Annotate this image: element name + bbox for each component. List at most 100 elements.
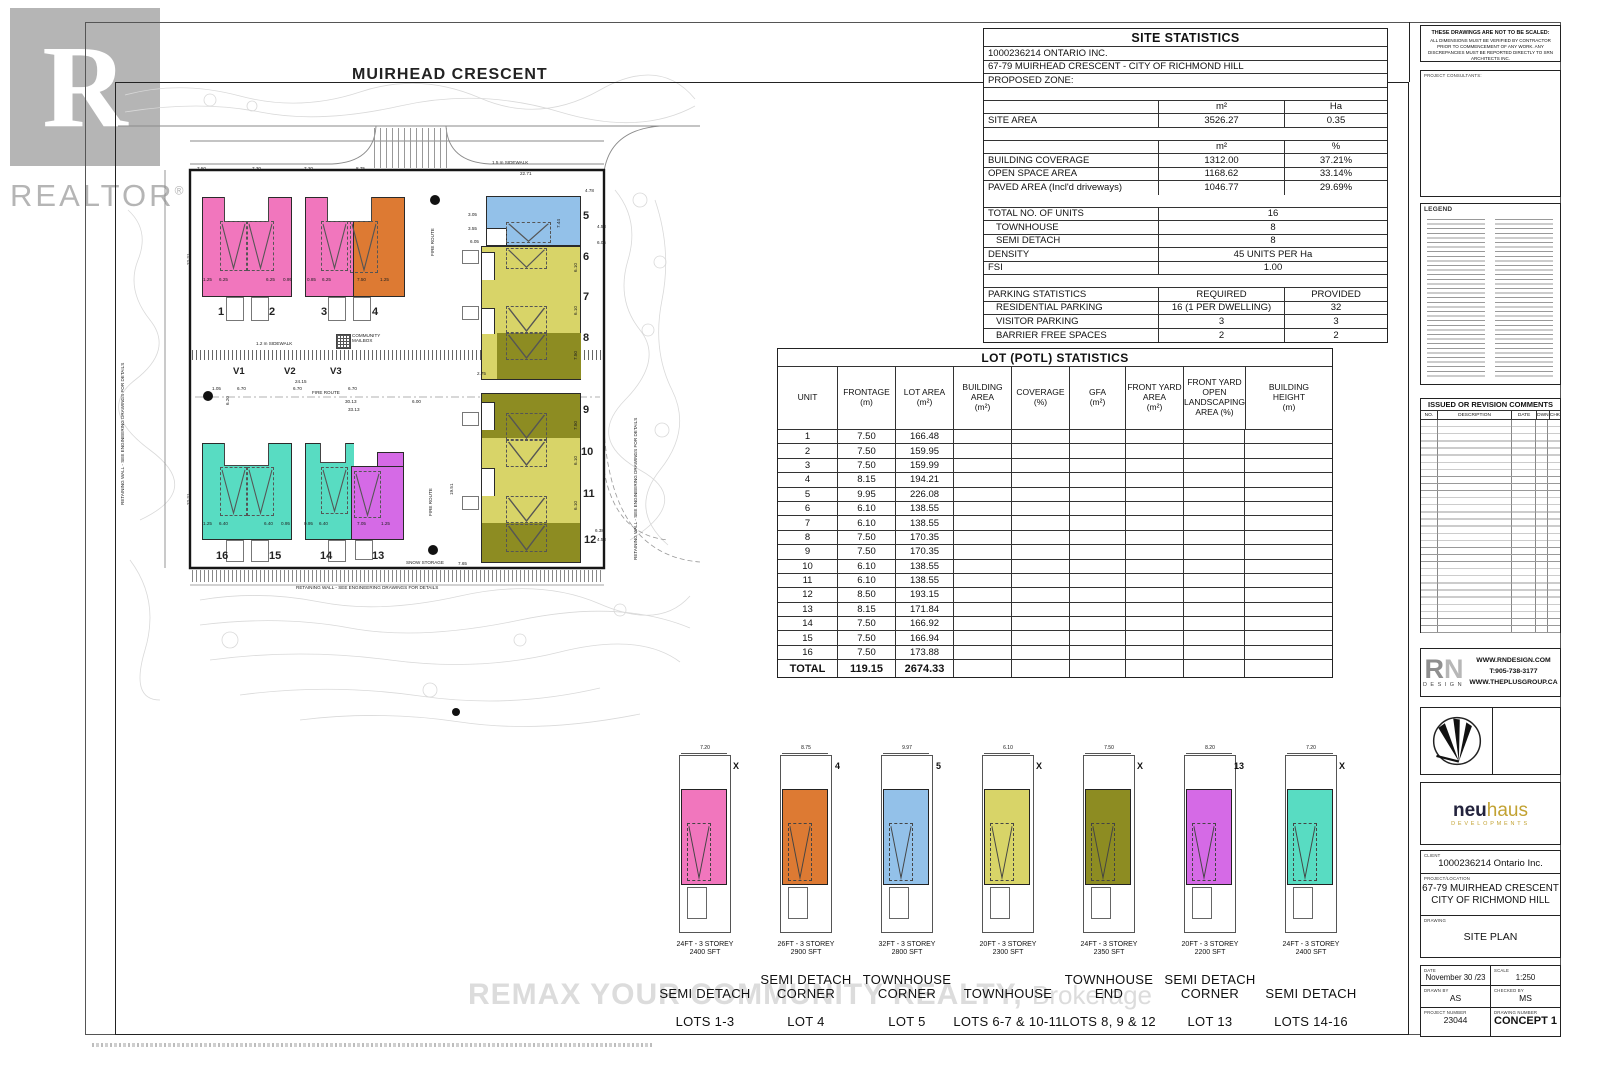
dim: 7.20 (304, 166, 313, 171)
rn-design-logo-icon: RN DESIGN (1422, 654, 1466, 688)
driveway (1192, 887, 1212, 919)
lot-total-row: TOTAL 119.15 2674.33 (778, 660, 1332, 678)
legend-entries-right (1495, 219, 1553, 377)
lot-row: 12 8.50 193.15 (778, 588, 1332, 603)
rn-design-box: RN DESIGN WWW.RNDESIGN.COM T:905-738-317… (1420, 648, 1561, 697)
legend-box: LEGEND (1420, 203, 1561, 385)
location-line1: 67-79 MUIRHEAD CRESCENT (1422, 883, 1559, 894)
dim: 6.25 (266, 277, 275, 282)
scale-label: SCALE (1494, 968, 1510, 973)
dim: 8.75 (801, 745, 811, 751)
lot-diagram: 9.97 5 32FT - 3 STOREY 2800 SFT TOWNHOUS… (859, 745, 955, 1029)
lot-row: 5 9.95 226.08 (778, 487, 1332, 502)
driveway (889, 887, 909, 919)
garage-outline (506, 413, 547, 440)
lot-statistics-table: LOT (POTL) STATISTICS UNIT FRONTAGE (m) … (777, 348, 1333, 679)
garage-outline (321, 221, 348, 271)
building-footprint (984, 789, 1030, 885)
garage-outline (1192, 823, 1216, 881)
sidewalk-label: 1.5 m SIDEWALK (492, 160, 529, 165)
lot-row: 8 7.50 170.35 (778, 530, 1332, 546)
porch (462, 250, 479, 264)
dim: 3.55 (468, 226, 477, 231)
dim: 7.65 (458, 561, 467, 566)
driveway (226, 540, 244, 562)
lot-statistics-title: LOT (POTL) STATISTICS (778, 349, 1332, 367)
dim: 7.20 (700, 745, 710, 751)
street-name: MUIRHEAD CRESCENT (352, 66, 548, 83)
unit-spec: 32FT - 3 STOREY 2800 SFT (878, 941, 936, 957)
driveway (353, 297, 371, 321)
legend-title: LEGEND (1424, 206, 1453, 213)
lot-number: 14 (320, 550, 333, 562)
total-units-value: 16 (1267, 208, 1279, 220)
dim: 6.05 (470, 239, 479, 244)
scale-value: 1:250 (1515, 973, 1536, 982)
unit-spec: 26FT - 3 STOREY 2900 SFT (777, 941, 835, 957)
garage-outline (354, 471, 381, 518)
unit-header: % (1331, 141, 1341, 153)
building-step-cut (482, 252, 495, 280)
neuhaus-logo: neuhaus DEVELOPMENTS (1451, 799, 1530, 827)
revision-empty-rows (1421, 420, 1560, 633)
garage-outline (1091, 823, 1115, 881)
garage-outline (889, 823, 913, 881)
dim: 1.05 (212, 386, 221, 391)
garage-outline (220, 221, 247, 271)
lot-number: 15 (269, 550, 282, 562)
lot-row: 7 6.10 138.55 (778, 516, 1332, 531)
driveway (355, 540, 373, 560)
lot-row: 15 7.50 166.94 (778, 631, 1332, 646)
building-footprint (883, 789, 929, 885)
lot-number: 11 (583, 488, 595, 500)
community-mailbox-label: COMMUNITY MAILBOX (352, 333, 381, 343)
north-arrow-box (1420, 707, 1561, 775)
unit-lots: LOT 4 (787, 1013, 825, 1029)
lot-number: 4 (372, 306, 379, 318)
lot-number: 8 (583, 332, 590, 344)
dim: 1.25 (203, 521, 212, 526)
driveway (1293, 887, 1313, 919)
building-lot-13-step (377, 452, 404, 467)
lot-row: 10 6.10 138.55 (778, 559, 1332, 574)
unit-lots: LOT 5 (888, 1013, 926, 1029)
lot-number: 6 (583, 251, 590, 263)
driveway (226, 297, 244, 321)
dim: 0.95 (281, 521, 290, 526)
lot-row: 3 7.50 159.99 (778, 458, 1332, 474)
porch (462, 306, 479, 320)
site-area-label: SITE AREA (984, 114, 1159, 127)
sidewalk-label: 1.2 m SIDEWALK (256, 341, 293, 346)
lot-row: 16 7.50 173.88 (778, 645, 1332, 661)
dim: 0.85 (307, 277, 316, 282)
sidewalk-hatch-mid (192, 350, 604, 360)
garage-outline (506, 222, 551, 243)
lot-diagram-drawing: 8.20 13 (1174, 745, 1246, 937)
provided-header: PROVIDED (1311, 288, 1361, 300)
lot-diagram: 7.50 X 24FT - 3 STOREY 2350 SFT TOWNHOUS… (1061, 745, 1157, 1029)
dim: 0.95 (283, 277, 292, 282)
site-area-ha: 0.35 (1326, 114, 1346, 126)
garage-outline (247, 467, 274, 516)
visitor-stall-label: V3 (330, 366, 342, 377)
parking-row: BARRIER FREE SPACES 2 2 (984, 328, 1387, 342)
drawn-by-label: DRAWN BY (1424, 988, 1449, 993)
porch (462, 496, 479, 510)
lot-boundary (780, 755, 832, 933)
porch-notch (224, 443, 269, 466)
dim: 6.70 (237, 386, 246, 391)
dim-line (1287, 753, 1333, 754)
building-step-cut (482, 468, 495, 496)
dim: 7.30 (252, 166, 261, 171)
garage-outline (247, 221, 274, 271)
fsi-label: FSI (984, 261, 1159, 274)
dim-line (1085, 753, 1131, 754)
drawing-title: SITE PLAN (1463, 931, 1518, 943)
drawn-by-value: AS (1449, 993, 1462, 1003)
garage-outline (350, 221, 378, 273)
dim: 4.53 (597, 537, 606, 542)
lot-diagram-label: 13 (1233, 761, 1244, 771)
garage-outline (506, 524, 547, 552)
dim: 6.40 (319, 521, 328, 526)
